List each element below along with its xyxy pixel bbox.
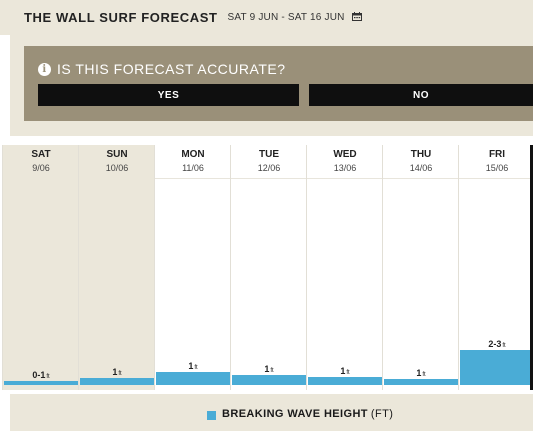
wave-height-label: 1ft <box>307 366 383 376</box>
day-date: 11/06 <box>182 163 204 173</box>
wave-height-value: 1 <box>416 368 422 378</box>
day-name: WED <box>333 149 357 160</box>
day-column-sun: SUN 10/06 1ft <box>78 145 155 390</box>
day-name: SAT <box>31 149 51 160</box>
wave-height-label: 0-1ft <box>3 370 79 380</box>
wave-height-unit: ft <box>194 365 198 371</box>
day-header-divider <box>383 178 459 179</box>
legend-unit: (FT) <box>370 408 394 420</box>
feedback-section: i IS THIS FORECAST ACCURATE? YES NO <box>10 35 533 136</box>
wave-height-bar <box>156 372 230 385</box>
yes-button[interactable]: YES <box>38 84 299 106</box>
date-range-text: SAT 9 JUN - SAT 16 JUN <box>227 12 345 23</box>
legend-swatch <box>207 411 216 420</box>
wave-height-label: 1ft <box>155 361 231 371</box>
day-date: 15/06 <box>485 163 509 173</box>
day-date: 9/06 <box>32 163 50 173</box>
day-name: MON <box>181 149 205 160</box>
wave-height-bar <box>4 381 78 385</box>
day-header-divider <box>231 178 307 179</box>
day-header-divider <box>155 178 231 179</box>
day-column-fri: FRI 15/06 2-3ft <box>458 145 533 390</box>
wave-height-bar <box>80 378 154 385</box>
wave-height-unit: ft <box>422 372 426 378</box>
info-icon: i <box>38 62 51 76</box>
no-button[interactable]: NO <box>309 84 533 106</box>
day-name: THU <box>410 149 432 160</box>
wave-height-value: 1 <box>188 361 194 371</box>
wave-height-unit: ft <box>46 374 50 380</box>
day-column-mon: MON 11/06 1ft <box>154 145 231 390</box>
day-name: TUE <box>259 149 279 160</box>
legend-label: BREAKING WAVE HEIGHT (FT) <box>222 408 393 420</box>
wave-height-unit: ft <box>118 371 122 377</box>
day-date: 10/06 <box>105 163 129 173</box>
wave-height-bar <box>384 379 458 385</box>
legend-label-text: BREAKING WAVE HEIGHT <box>222 408 368 420</box>
day-name: FRI <box>488 149 506 160</box>
wave-height-label: 1ft <box>79 367 155 377</box>
day-column-wed: WED 13/06 1ft <box>306 145 383 390</box>
wave-height-value: 2-3 <box>488 339 502 349</box>
wave-height-label: 2-3ft <box>459 339 533 349</box>
day-column-sat: SAT 9/06 0-1ft <box>2 145 79 390</box>
wave-height-bar <box>232 375 306 385</box>
wave-height-value: 1 <box>340 366 346 376</box>
day-header-divider <box>459 178 533 179</box>
day-date: 12/06 <box>257 163 281 173</box>
day-date: 13/06 <box>333 163 357 173</box>
forecast-header: THE WALL SURF FORECAST SAT 9 JUN - SAT 1… <box>0 0 533 35</box>
day-column-tue: TUE 12/06 1ft <box>230 145 307 390</box>
date-range[interactable]: SAT 9 JUN - SAT 16 JUN <box>228 12 362 23</box>
day-column-thu: THU 14/06 1ft <box>382 145 459 390</box>
day-header-divider <box>307 178 383 179</box>
wave-height-value: 1 <box>112 367 118 377</box>
wave-height-bar <box>460 350 533 385</box>
wave-height-value: 1 <box>264 364 270 374</box>
feedback-panel: i IS THIS FORECAST ACCURATE? YES NO <box>24 46 533 121</box>
page-title: THE WALL SURF FORECAST <box>24 10 218 25</box>
scroll-edge <box>530 145 533 390</box>
feedback-question-text: IS THIS FORECAST ACCURATE? <box>57 61 286 77</box>
wave-height-label: 1ft <box>383 368 459 378</box>
wave-height-value: 0-1 <box>32 370 46 380</box>
wave-height-label: 1ft <box>231 364 307 374</box>
wave-height-unit: ft <box>270 368 274 374</box>
wave-height-unit: ft <box>502 343 506 349</box>
day-date: 14/06 <box>409 163 433 173</box>
day-name: SUN <box>106 149 128 160</box>
wave-height-bar <box>308 377 382 385</box>
wave-height-unit: ft <box>346 370 350 376</box>
chart-legend: BREAKING WAVE HEIGHT (FT) <box>10 394 533 431</box>
calendar-icon[interactable] <box>351 12 362 21</box>
feedback-question: i IS THIS FORECAST ACCURATE? <box>38 61 286 77</box>
